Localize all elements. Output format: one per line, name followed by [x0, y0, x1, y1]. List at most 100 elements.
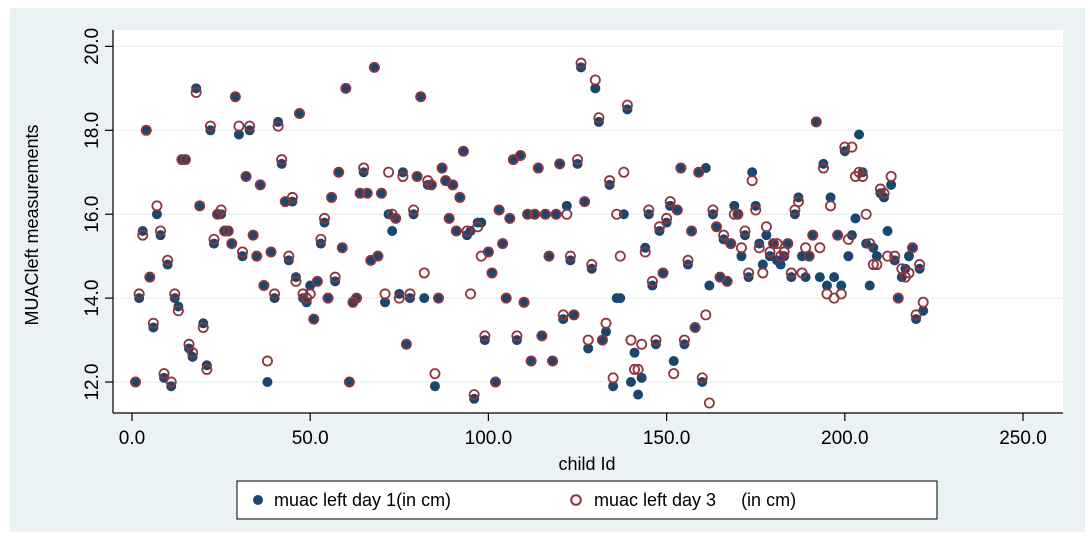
data-point [725, 238, 737, 250]
data-point [518, 296, 530, 308]
data-point [494, 205, 505, 216]
data-point [689, 321, 701, 333]
data-point [836, 280, 847, 291]
data-point [180, 154, 191, 165]
data-point [223, 225, 234, 236]
data-point [514, 149, 526, 161]
data-point [796, 267, 808, 279]
data-point [244, 120, 256, 132]
data-point [322, 292, 334, 304]
data-point [261, 355, 273, 367]
data-point [668, 356, 679, 367]
data-point [490, 377, 501, 388]
data-point [404, 288, 416, 300]
data-point [878, 187, 890, 199]
data-point [803, 250, 815, 262]
data-point [871, 251, 882, 262]
data-point [757, 259, 768, 270]
x-axis-title: child Id [558, 454, 615, 474]
data-point [176, 154, 188, 166]
data-point [204, 120, 216, 132]
data-point [871, 259, 883, 271]
data-point [179, 154, 191, 166]
data-point [736, 251, 747, 262]
data-point [729, 200, 740, 211]
data-point [304, 288, 316, 300]
data-point [804, 251, 815, 262]
x-axis-ticks: 0.0 50.0 100.0 150.0 200.0 250.0 [119, 413, 1047, 449]
data-point [561, 208, 573, 220]
data-point [219, 225, 231, 237]
data-point [233, 120, 245, 132]
data-point [832, 230, 843, 241]
data-point [443, 212, 455, 224]
data-point [162, 254, 174, 266]
data-point [907, 242, 919, 254]
data-point [675, 162, 687, 174]
data-point [197, 321, 209, 333]
data-point [607, 372, 619, 384]
data-point [400, 338, 412, 350]
data-point [194, 200, 205, 211]
data-point [229, 91, 241, 103]
data-point [711, 221, 722, 232]
data-point [914, 259, 926, 271]
data-point [597, 335, 608, 346]
data-point [903, 267, 915, 279]
data-point [429, 368, 441, 380]
data-point [248, 230, 259, 241]
data-point [864, 280, 875, 291]
data-point [265, 246, 277, 258]
data-point [172, 305, 184, 317]
data-point [133, 288, 145, 300]
data-point [653, 221, 665, 233]
data-point [340, 82, 352, 94]
data-point [864, 238, 876, 250]
data-point [308, 313, 320, 325]
data-point [807, 230, 818, 241]
data-point [190, 87, 202, 99]
data-point [579, 196, 591, 208]
data-point [564, 250, 576, 262]
data-point [700, 309, 712, 321]
data-point [704, 280, 715, 291]
data-point [846, 230, 857, 241]
data-point [632, 363, 644, 375]
data-point [343, 376, 355, 388]
data-point [390, 213, 401, 224]
data-point [821, 280, 832, 291]
data-point [511, 330, 523, 342]
y-tick-label: 12.0 [82, 364, 103, 401]
data-point [457, 145, 469, 157]
data-point [750, 204, 762, 216]
data-point [433, 292, 445, 304]
data-point [540, 209, 551, 220]
data-point [247, 229, 259, 241]
data-point [636, 338, 648, 350]
data-point [479, 330, 491, 342]
data-point [258, 280, 269, 291]
data-point [800, 272, 811, 283]
data-point [593, 112, 605, 124]
data-point [408, 204, 420, 216]
data-point [286, 191, 298, 203]
data-point [476, 217, 487, 228]
data-point [842, 233, 854, 245]
data-point [604, 175, 616, 187]
data-point [539, 208, 551, 220]
data-point [401, 339, 412, 350]
data-point [857, 170, 869, 182]
y-tick-label: 16.0 [82, 196, 103, 233]
data-point [255, 179, 266, 190]
data-point [686, 225, 697, 236]
data-point [397, 170, 409, 182]
data-point [572, 154, 584, 166]
data-point [900, 263, 911, 274]
data-point [761, 230, 772, 241]
data-point [151, 200, 163, 212]
data-point [137, 229, 149, 241]
data-point [810, 116, 822, 128]
data-point [811, 116, 822, 127]
